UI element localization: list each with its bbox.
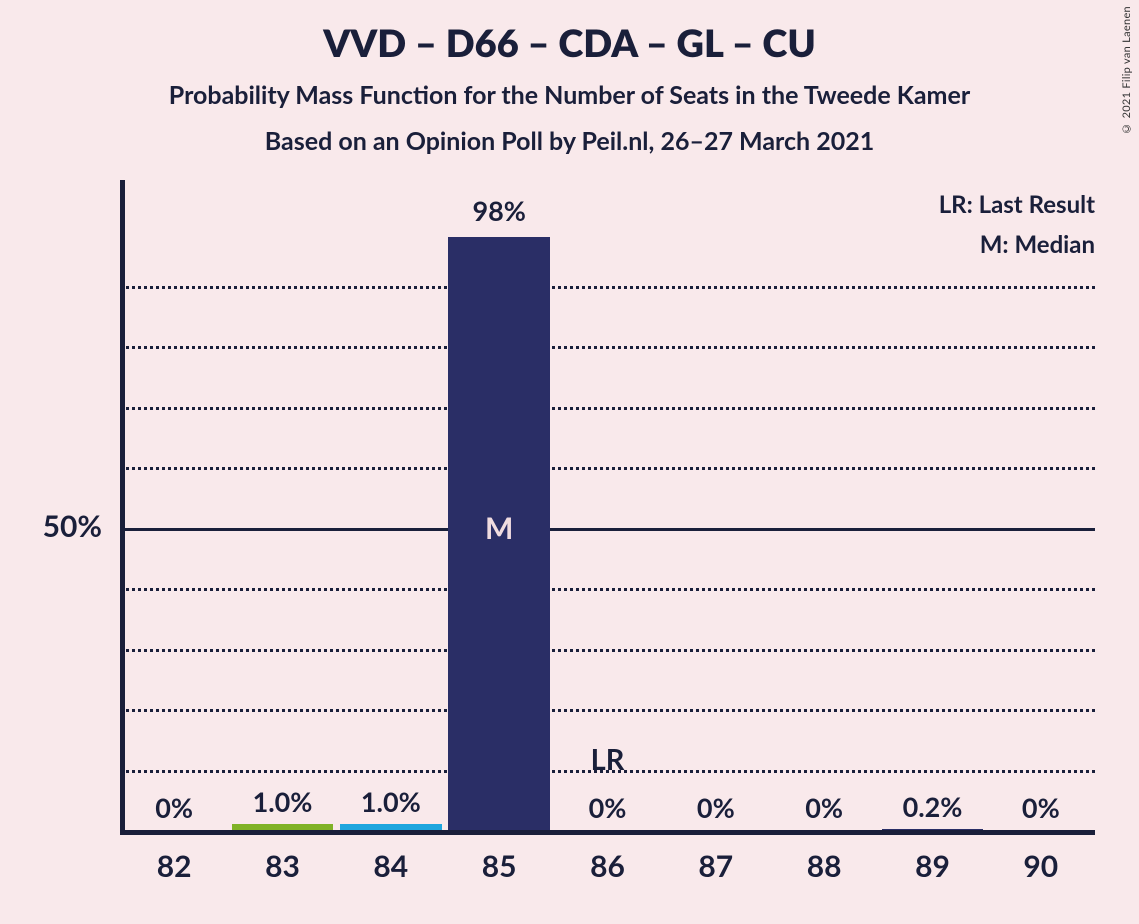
bar-value-label: 0% — [770, 791, 878, 824]
bar-value-label: 98% — [445, 194, 553, 227]
chart-title: VVD – D66 – CDA – GL – CU — [0, 20, 1139, 66]
gridline — [120, 407, 1095, 410]
bar-value-label: 0% — [120, 791, 228, 824]
median-mark: M — [448, 510, 550, 546]
pmf-bar-chart — [120, 225, 1095, 830]
gridline — [120, 286, 1095, 289]
gridline — [120, 528, 1095, 531]
copyright-text: © 2021 Filip van Laenen — [1120, 6, 1133, 135]
gridline — [120, 588, 1095, 591]
gridline — [120, 649, 1095, 652]
chart-subtitle-1: Probability Mass Function for the Number… — [0, 80, 1139, 110]
legend-m: M: Median — [980, 230, 1095, 259]
x-tick-label: 90 — [987, 848, 1095, 884]
bar-value-label: 1.0% — [337, 785, 445, 818]
y-axis-line — [120, 180, 125, 835]
bar-value-label: 0.2% — [878, 790, 986, 823]
x-tick-label: 88 — [770, 848, 878, 884]
x-tick-label: 89 — [878, 848, 986, 884]
bar-value-label: 1.0% — [228, 785, 336, 818]
x-tick-label: 83 — [228, 848, 336, 884]
y-axis-label-50: 50% — [0, 508, 102, 544]
last-result-mark: LR — [553, 742, 661, 777]
x-tick-label: 85 — [445, 848, 553, 884]
x-tick-label: 82 — [120, 848, 228, 884]
bar-value-label: 0% — [553, 791, 661, 824]
gridline — [120, 346, 1095, 349]
bar-value-label: 0% — [662, 791, 770, 824]
x-tick-label: 87 — [662, 848, 770, 884]
bar-value-label: 0% — [987, 791, 1095, 824]
legend-lr: LR: Last Result — [939, 190, 1095, 219]
x-tick-label: 84 — [337, 848, 445, 884]
gridline — [120, 467, 1095, 470]
x-tick-label: 86 — [553, 848, 661, 884]
chart-subtitle-2: Based on an Opinion Poll by Peil.nl, 26–… — [0, 126, 1139, 156]
gridline — [120, 709, 1095, 712]
x-axis-line — [120, 830, 1095, 835]
